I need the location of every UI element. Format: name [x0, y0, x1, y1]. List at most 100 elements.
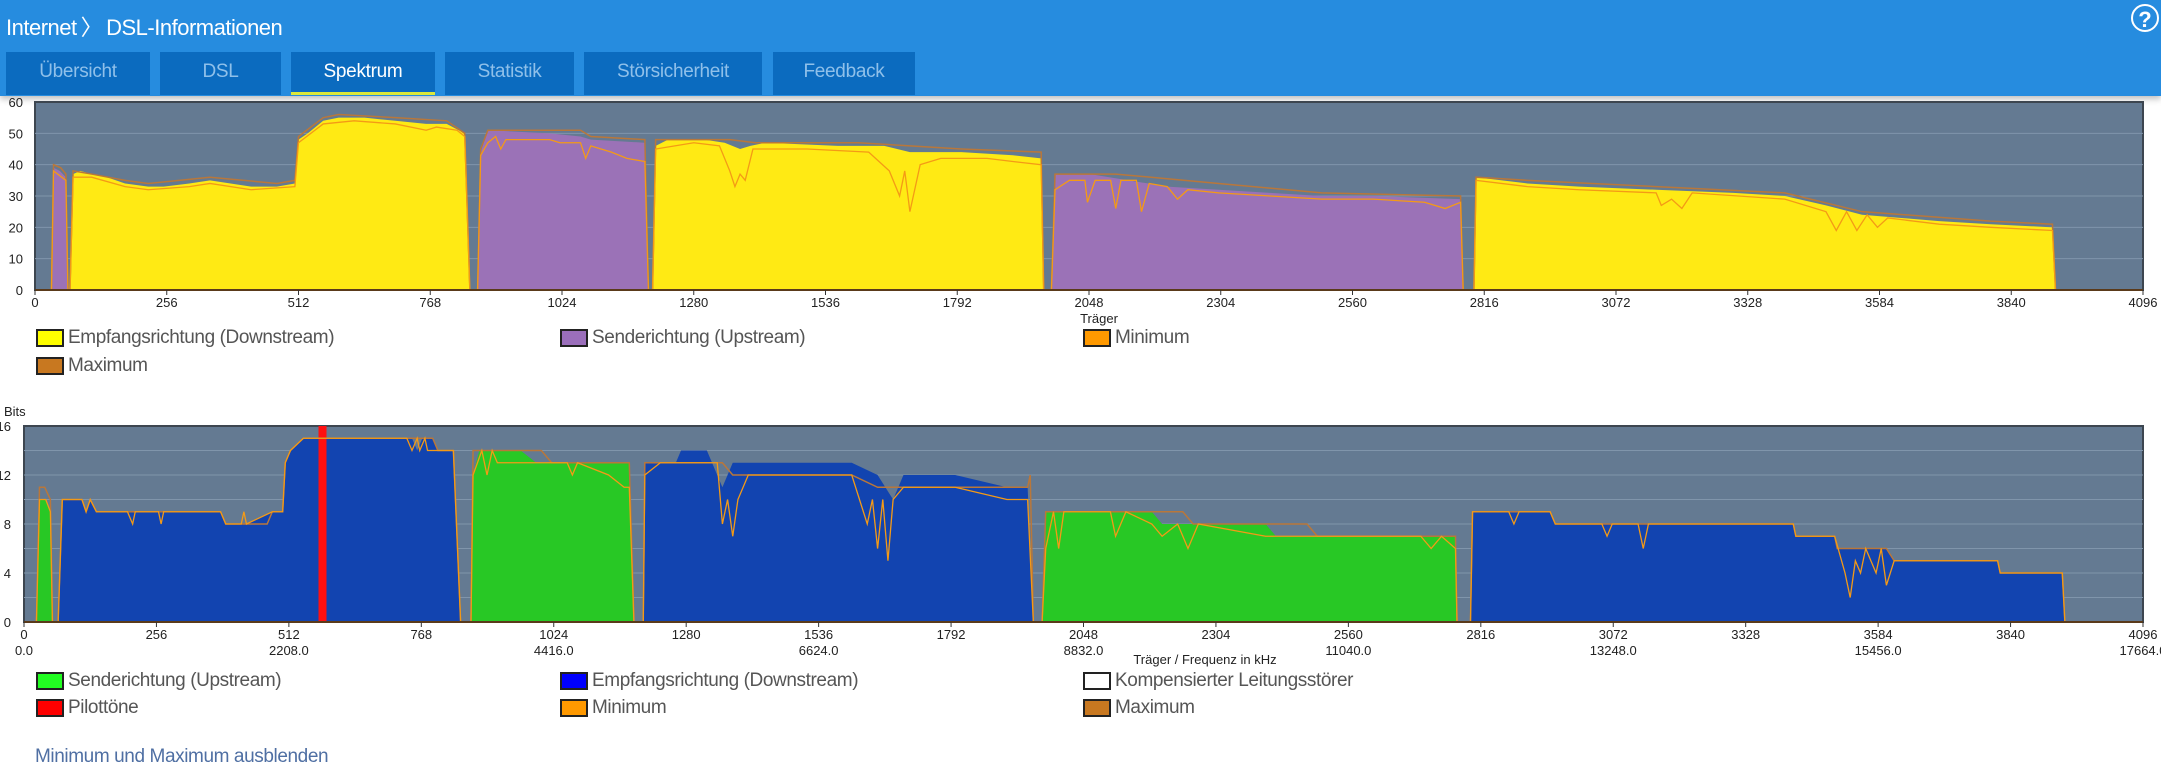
freq-tick-label: 15456.0 [1855, 643, 1902, 658]
legend-swatch [36, 357, 64, 375]
tab-dsl[interactable]: DSL [160, 52, 281, 95]
y-tick-label: 50 [9, 126, 23, 141]
x-tick-label: 1536 [811, 295, 840, 310]
legend-label: Senderichtung (Upstream) [68, 670, 282, 691]
min-line [1041, 510, 1458, 623]
legend-label: Empfangsrichtung (Downstream) [68, 327, 335, 348]
x-tick-label: 4096 [2129, 627, 2158, 642]
max-line [476, 129, 650, 291]
min-line [35, 498, 54, 623]
legend-bits-pilot: Pilottöne [36, 697, 139, 719]
x-tick-label: 0 [20, 627, 27, 642]
page-title: DSL-Informationen [106, 15, 283, 40]
legend-label: Minimum [592, 697, 667, 718]
x-tick-label: 3840 [1996, 627, 2025, 642]
tab-stoersicherheit[interactable]: Störsicherheit [584, 52, 762, 95]
x-tick-label: 2560 [1338, 295, 1367, 310]
min-line [50, 169, 69, 291]
x-tick-label: 2304 [1201, 627, 1230, 642]
x-tick-label: 1280 [679, 295, 708, 310]
freq-tick-label: 0.0 [15, 643, 33, 658]
help-icon[interactable]: ? [2131, 4, 2159, 32]
y-tick-label: 4 [4, 566, 11, 581]
app-header: Internet 〉 DSL-Informationen ? Übersicht D… [0, 0, 2161, 96]
legend-swatch [1083, 699, 1111, 717]
x-tick-label: 3072 [1602, 295, 1631, 310]
legend-snr-upstream: Senderichtung (Upstream) [560, 327, 806, 349]
freq-tick-label: 11040.0 [1325, 643, 1371, 658]
breadcrumb-separator-icon: 〉 [80, 15, 103, 40]
x-tick-label: 1792 [943, 295, 972, 310]
min-line [57, 436, 462, 623]
y-tick-label: 10 [9, 252, 23, 267]
x-tick-label: 1024 [539, 627, 568, 642]
legend-bits-compensated: Kompensierter Leitungsstörer [1083, 670, 1353, 692]
toggle-min-max-link[interactable]: Minimum und Maximum ausblenden [35, 746, 329, 767]
y-axis-title: Bits [4, 404, 26, 419]
series-area-down [69, 117, 470, 291]
y-tick-label: 16 [0, 419, 11, 434]
x-tick-label: 3584 [1865, 295, 1894, 310]
x-tick-label: 256 [156, 295, 178, 310]
tab-statistik[interactable]: Statistik [445, 52, 574, 95]
legend-bits-minimum: Minimum [560, 697, 667, 719]
x-tick-label: 512 [278, 627, 300, 642]
x-tick-label: 256 [146, 627, 168, 642]
x-tick-label: 768 [410, 627, 432, 642]
x-tick-label: 2048 [1069, 627, 1098, 642]
tab-uebersicht[interactable]: Übersicht [6, 52, 150, 95]
x-tick-label: 2560 [1334, 627, 1363, 642]
max-line [651, 138, 1045, 291]
series-area-up [1042, 511, 1458, 622]
x-tick-label: 2816 [1466, 627, 1495, 642]
min-line [651, 142, 1045, 291]
tab-feedback[interactable]: Feedback [773, 52, 915, 95]
freq-tick-label: 4416.0 [534, 643, 574, 658]
y-tick-label: 60 [9, 95, 23, 110]
x-axis-title: Träger [1080, 311, 1118, 326]
series-area-down [1470, 511, 2065, 622]
legend-swatch [560, 329, 588, 347]
series-area-up [470, 450, 634, 622]
series-area-down [58, 438, 461, 622]
legend-bits-maximum: Maximum [1083, 697, 1195, 719]
freq-tick-label: 8832.0 [1064, 643, 1104, 658]
legend-swatch [560, 672, 588, 690]
y-tick-label: 20 [9, 220, 23, 235]
legend-label: Maximum [1115, 697, 1195, 718]
series-area-up [51, 167, 68, 290]
legend-bits-upstream: Senderichtung (Upstream) [36, 670, 282, 692]
min-line [1050, 179, 1464, 291]
x-tick-label: 3840 [1997, 295, 2026, 310]
y-tick-label: 30 [9, 189, 23, 204]
freq-tick-label: 2208.0 [269, 643, 309, 658]
legend-snr-minimum: Minimum [1083, 327, 1190, 349]
x-tick-label: 3328 [1731, 627, 1760, 642]
breadcrumb-internet[interactable]: Internet [6, 15, 77, 40]
x-tick-label: 2816 [1470, 295, 1499, 310]
x-tick-label: 2304 [1206, 295, 1235, 310]
legend-swatch [1083, 672, 1111, 690]
legend-snr-maximum: Maximum [36, 355, 148, 377]
tab-spektrum[interactable]: Spektrum [291, 52, 435, 95]
x-axis-title: Träger / Frequenz in kHz [1133, 652, 1276, 667]
series-area-down [1473, 177, 2056, 290]
x-tick-label: 0 [31, 295, 38, 310]
legend-bits-downstream: Empfangsrichtung (Downstream) [560, 670, 859, 692]
pilot-tone-bar [318, 426, 327, 622]
x-tick-label: 768 [419, 295, 441, 310]
x-tick-label: 3072 [1599, 627, 1628, 642]
x-tick-label: 1792 [937, 627, 966, 642]
x-tick-label: 512 [288, 295, 310, 310]
x-tick-label: 2048 [1075, 295, 1104, 310]
series-area-up [36, 499, 53, 622]
min-line [1469, 511, 2066, 623]
x-tick-label: 1024 [548, 295, 577, 310]
legend-swatch [560, 699, 588, 717]
freq-tick-label: 13248.0 [1590, 643, 1637, 658]
y-tick-label: 0 [16, 283, 23, 298]
x-tick-label: 4096 [2129, 295, 2158, 310]
series-area-up [477, 130, 649, 290]
